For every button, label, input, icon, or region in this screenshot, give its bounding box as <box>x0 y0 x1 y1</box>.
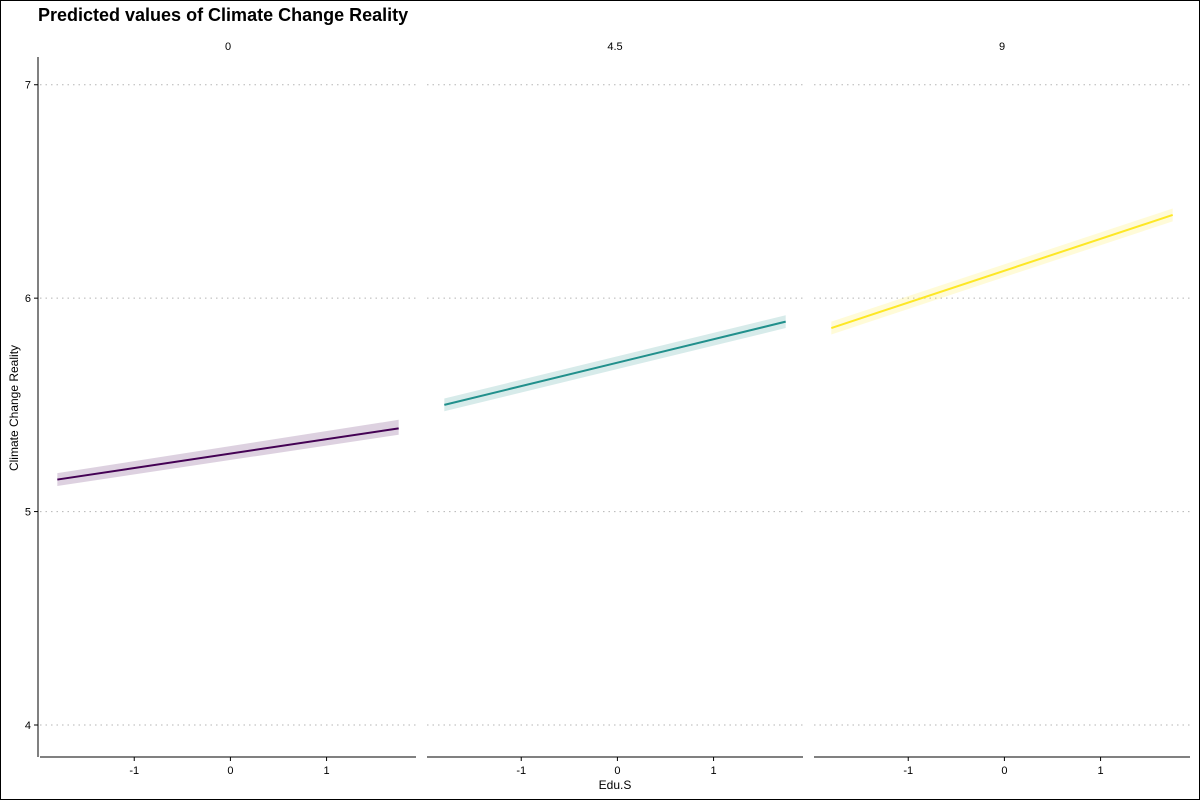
confidence-band <box>57 419 399 486</box>
panel-strip-label: 0 <box>225 41 231 53</box>
x-tick-label: -1 <box>129 765 139 777</box>
y-tick-label: 4 <box>25 720 31 732</box>
x-tick-label: 0 <box>614 765 620 777</box>
x-tick-label: -1 <box>516 765 526 777</box>
panel-strip-label: 9 <box>999 41 1005 53</box>
y-tick-label: 7 <box>25 80 31 92</box>
y-tick-label: 6 <box>25 293 31 305</box>
series-line <box>444 320 786 406</box>
x-tick-label: -1 <box>903 765 913 777</box>
x-tick-label: 0 <box>1001 765 1007 777</box>
x-tick-label: 0 <box>227 765 233 777</box>
x-tick-label: 1 <box>1098 765 1104 777</box>
series-line <box>830 213 1174 329</box>
x-tick-label: 1 <box>324 765 330 777</box>
chart-title: Predicted values of Climate Change Reali… <box>38 5 409 25</box>
x-tick-label: 1 <box>711 765 717 777</box>
series-line <box>57 427 399 481</box>
y-tick-label: 5 <box>25 507 31 519</box>
panel-strip-label: 4.5 <box>607 41 622 53</box>
x-axis-label: Edu.S <box>598 778 632 792</box>
